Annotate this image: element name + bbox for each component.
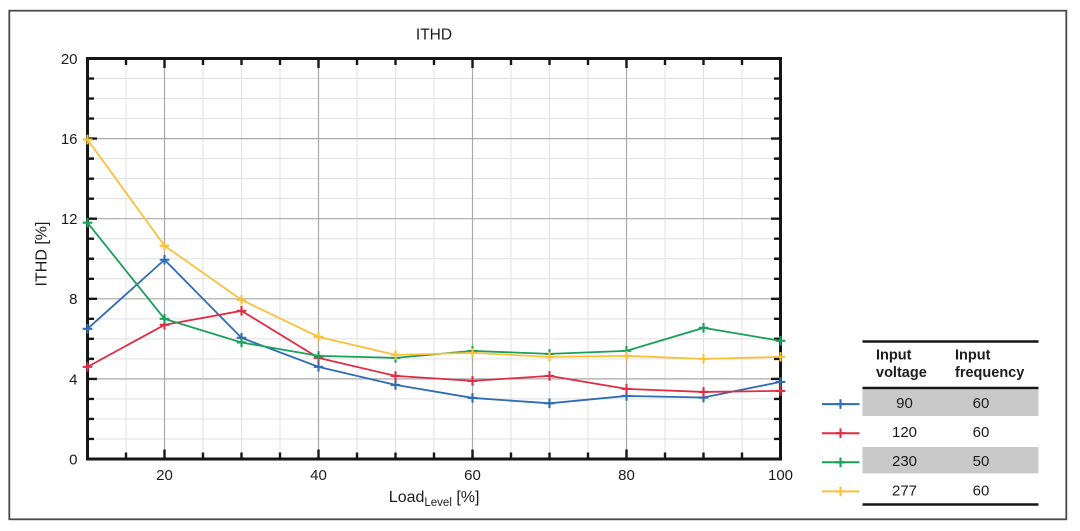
svg-text:ITHD: ITHD — [416, 26, 452, 43]
svg-text:frequency: frequency — [955, 365, 1024, 381]
svg-text:12: 12 — [61, 211, 78, 228]
svg-text:16: 16 — [61, 131, 78, 148]
svg-text:8: 8 — [69, 291, 77, 308]
svg-text:40: 40 — [310, 467, 327, 484]
svg-text:60: 60 — [973, 482, 990, 499]
svg-text:230: 230 — [892, 453, 917, 470]
svg-text:Input: Input — [876, 348, 912, 364]
svg-text:20: 20 — [61, 51, 78, 68]
svg-text:50: 50 — [973, 453, 990, 470]
svg-text:100: 100 — [768, 467, 793, 484]
svg-text:LoadLevel [%]: LoadLevel [%] — [389, 489, 480, 509]
svg-text:ITHD [%]: ITHD [%] — [34, 222, 51, 287]
svg-text:60: 60 — [973, 395, 990, 412]
svg-text:60: 60 — [464, 467, 481, 484]
svg-text:4: 4 — [69, 371, 77, 388]
svg-text:Input: Input — [955, 348, 991, 364]
svg-text:120: 120 — [892, 424, 917, 441]
svg-text:voltage: voltage — [876, 365, 927, 381]
svg-text:60: 60 — [973, 424, 990, 441]
svg-text:90: 90 — [896, 395, 913, 412]
svg-text:0: 0 — [69, 451, 77, 468]
svg-text:20: 20 — [156, 467, 173, 484]
svg-text:80: 80 — [618, 467, 635, 484]
svg-text:277: 277 — [892, 482, 917, 499]
